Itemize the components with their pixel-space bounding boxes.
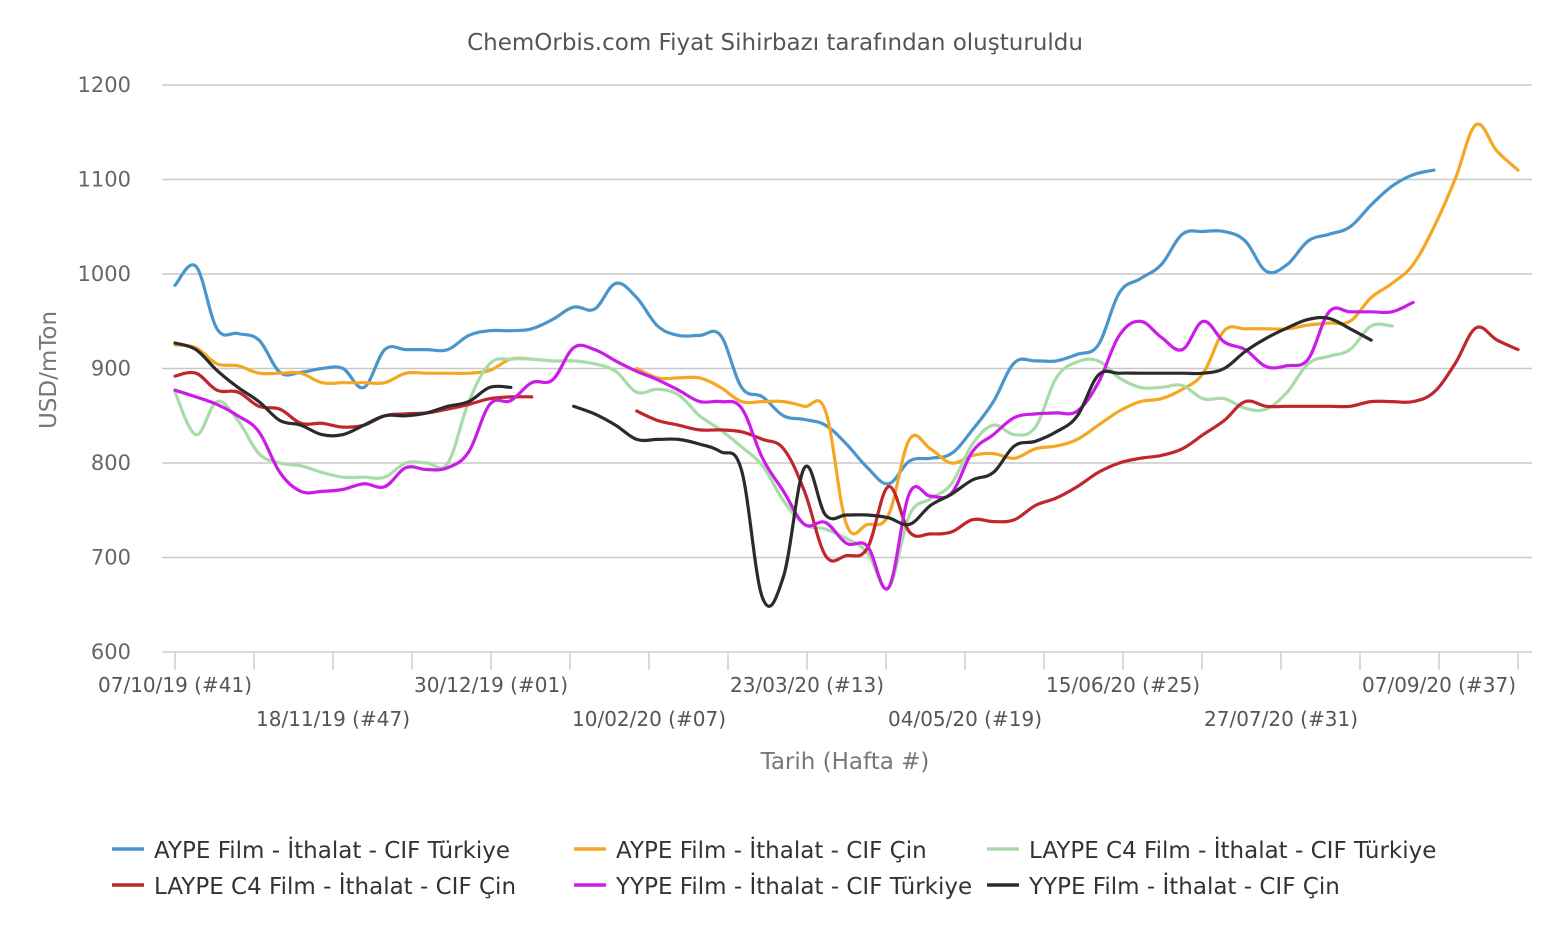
series-line-6-segment-1 [173, 341, 513, 438]
x-tick-label: 15/06/20 (#25) [1046, 673, 1200, 697]
x-tick-label: 10/02/20 (#07) [572, 707, 726, 731]
y-tick-label: 1200 [78, 73, 131, 97]
gridlines [162, 84, 1532, 653]
legend-label: AYPE Film - İthalat - CIF Çin [616, 836, 927, 864]
legend-item-2[interactable]: AYPE Film - İthalat - CIF Çin [574, 836, 927, 864]
x-axis-label: Tarih (Hafta #) [760, 749, 930, 775]
series-line-4-segment-2 [635, 325, 1520, 563]
legend-label: LAYPE C4 Film - İthalat - CIF Çin [154, 872, 516, 900]
x-axis: 07/10/19 (#41)18/11/19 (#47)30/12/19 (#0… [98, 652, 1519, 731]
series-line-4-segment-1 [173, 370, 534, 429]
series-line-6-segment-2 [572, 315, 1373, 608]
y-tick-label: 1100 [78, 168, 131, 192]
legend-label: YYPE Film - İthalat - CIF Türkiye [615, 872, 972, 900]
chart-title: ChemOrbis.com Fiyat Sihirbazı tarafından… [467, 30, 1083, 56]
x-tick-label: 23/03/20 (#13) [730, 673, 884, 697]
series-lines [173, 122, 1520, 608]
x-tick-label: 30/12/19 (#01) [414, 673, 568, 697]
legend-item-3[interactable]: LAYPE C4 Film - İthalat - CIF Türkiye [987, 836, 1436, 864]
legend-label: AYPE Film - İthalat - CIF Türkiye [154, 836, 510, 864]
x-tick-label: 18/11/19 (#47) [256, 707, 410, 731]
y-axis-ticks: 600 700 800 900 1000 1100 1200 [78, 73, 131, 664]
y-tick-label: 1000 [78, 262, 131, 286]
y-tick-label: 800 [91, 451, 131, 475]
x-tick-label: 27/07/20 (#31) [1204, 707, 1358, 731]
series-line-2-segment-1 [173, 343, 534, 386]
x-tick-label: 04/05/20 (#19) [888, 707, 1042, 731]
series-line-1-segment-1 [173, 168, 1436, 486]
series-line-3-segment-1 [173, 322, 1394, 591]
y-tick-label: 900 [91, 357, 131, 381]
legend-item-5[interactable]: YYPE Film - İthalat - CIF Türkiye [574, 872, 972, 900]
y-tick-label: 600 [91, 640, 131, 664]
legend: AYPE Film - İthalat - CIF Türkiye AYPE Fi… [112, 836, 1436, 900]
series-line-5-segment-1 [173, 300, 1415, 591]
y-tick-label: 700 [91, 546, 131, 570]
series-line-2-segment-2 [635, 122, 1520, 536]
legend-item-6[interactable]: YYPE Film - İthalat - CIF Çin [987, 872, 1340, 900]
legend-label: LAYPE C4 Film - İthalat - CIF Türkiye [1029, 836, 1436, 864]
legend-label: YYPE Film - İthalat - CIF Çin [1028, 872, 1340, 900]
x-tick-label: 07/09/20 (#37) [1362, 673, 1516, 697]
legend-item-4[interactable]: LAYPE C4 Film - İthalat - CIF Çin [112, 872, 516, 900]
y-axis-label: USD/mTon [36, 311, 62, 429]
x-tick-label: 07/10/19 (#41) [98, 673, 252, 697]
legend-item-1[interactable]: AYPE Film - İthalat - CIF Türkiye [112, 836, 510, 864]
